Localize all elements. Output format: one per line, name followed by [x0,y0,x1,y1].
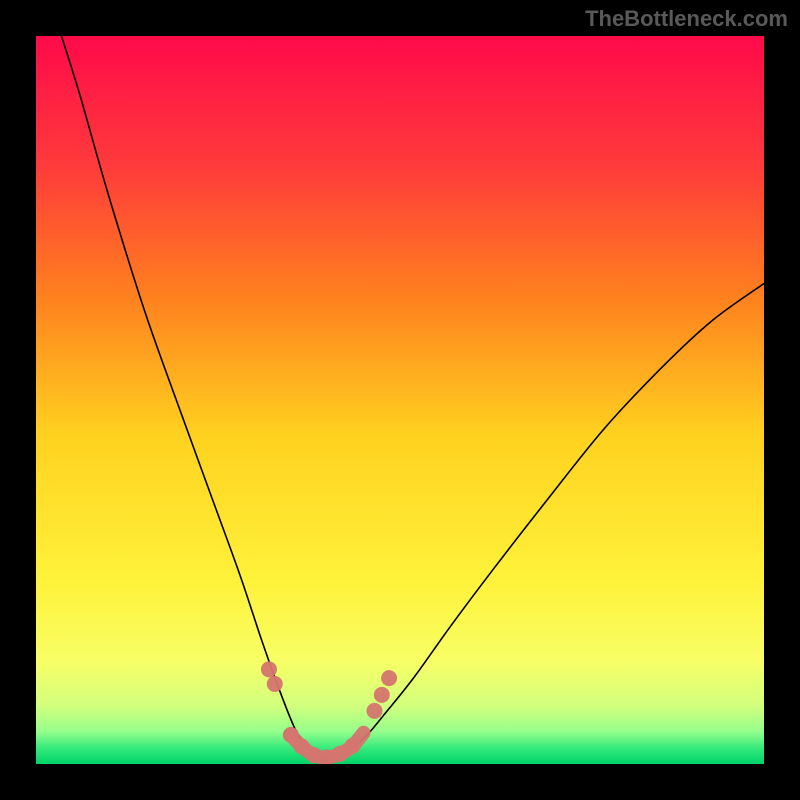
marker-dot [283,727,299,743]
marker-dot [345,738,361,754]
chart-svg [0,0,800,800]
plot-area [36,36,764,764]
chart-container: TheBottleneck.com [0,0,800,800]
marker-dot [261,661,277,677]
marker-dot [381,670,397,686]
marker-dot [374,687,390,703]
marker-dot [267,676,283,692]
marker-dot [367,703,383,719]
